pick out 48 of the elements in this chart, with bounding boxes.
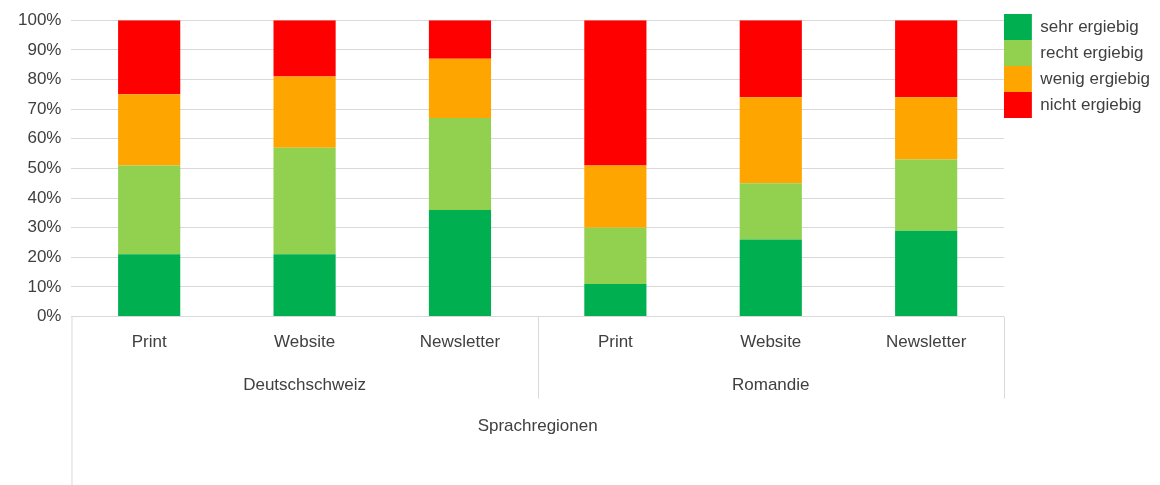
bar [895,230,958,317]
y-tick-label: 60% [27,128,62,148]
text: Romandie [732,375,810,395]
x-tick-label: Newsletter [886,332,967,352]
bar [584,227,647,284]
bar [273,147,336,255]
bar [584,20,647,166]
bar [273,254,336,317]
bar [273,76,336,148]
legend-label: recht ergiebig [1040,42,1144,62]
legend-label: nicht ergiebig [1040,94,1142,114]
x-axis-title: Sprachregionen [477,416,598,436]
bar [428,20,492,59]
y-tick-label: 40% [27,187,62,207]
y-tick-label: 30% [27,217,62,237]
y-tick-label: 20% [27,247,62,267]
bar [739,239,802,317]
y-tick-label: 90% [27,39,62,59]
bar [118,20,181,95]
bar [739,183,802,240]
y-tick-label: 80% [27,69,62,89]
bar [895,20,958,98]
bar [118,165,181,255]
bar [273,20,336,77]
y-tick-label: 0% [36,306,62,326]
bar [739,20,802,98]
text: Deutschschweiz [243,375,366,395]
bar [584,165,647,228]
legend-label: wenig ergiebig [1039,68,1151,88]
x-tick-label: Print [131,332,167,352]
bar [428,58,492,119]
bar [895,159,958,231]
y-tick-label: 70% [27,98,62,118]
x-tick-label: Newsletter [419,332,501,352]
y-tick-label: 50% [27,158,62,178]
bar [895,97,958,160]
y-tick-label: 10% [27,276,62,296]
legend-label: sehr ergiebig [1040,16,1139,36]
x-tick-label: Print [597,332,634,352]
bar [118,94,181,166]
bar [584,284,647,317]
bar [428,118,492,210]
y-tick-label: 100% [18,9,62,29]
bar [428,209,492,317]
x-tick-label: Website [740,332,802,352]
bar [118,254,181,317]
bar [739,97,802,184]
x-tick-label: Website [274,332,336,352]
